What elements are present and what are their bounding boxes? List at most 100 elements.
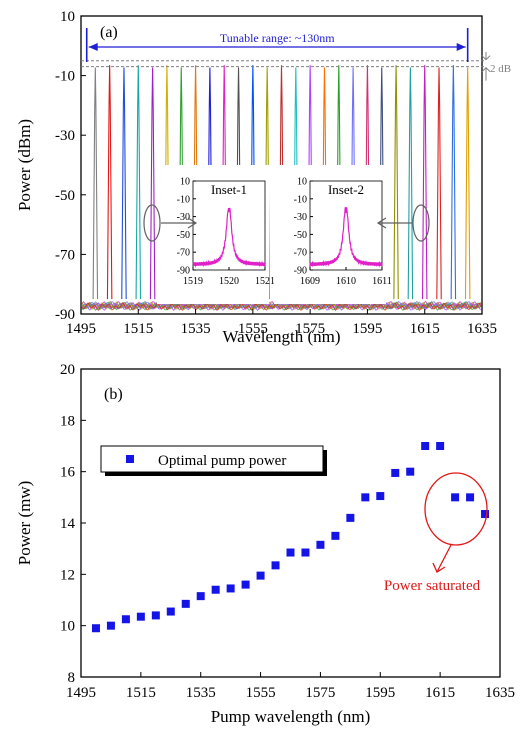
panel-a-label: (a) — [100, 24, 118, 41]
panel-a-xtick-label-1575: 1575 — [295, 321, 325, 337]
inset-1-ytick-label--10: -10 — [177, 194, 190, 205]
inset-1-ytick-label--50: -50 — [177, 230, 190, 241]
panel-a-xtick-label-1535: 1535 — [181, 321, 211, 337]
panel-b-label: (b) — [104, 386, 123, 403]
inset-1-ytick-label--90: -90 — [177, 266, 190, 277]
spectral-peak-1510 — [121, 67, 127, 300]
scatter-point-1545 — [226, 584, 235, 593]
tunable-range-arrowhead-right — [456, 43, 466, 51]
inset-2-title: Inset-2 — [328, 182, 364, 197]
panel-a-xtick-label-1495: 1495 — [66, 321, 96, 337]
scatter-point-1505 — [106, 621, 115, 630]
inset-1-background — [157, 165, 269, 304]
noise-floor-trace-9 — [81, 302, 482, 312]
tunable-range-label: Tunable range: ~130nm — [220, 31, 335, 45]
panel-a-xtick-label-1615: 1615 — [410, 321, 440, 337]
spectral-peak-1630 — [464, 67, 471, 300]
legend-marker — [126, 455, 134, 463]
panel-b-xtick-label-1515: 1515 — [126, 685, 156, 701]
inset-1-ytick-label--30: -30 — [177, 212, 190, 223]
legend-label: Optimal pump power — [158, 453, 286, 469]
saturation-ellipse — [424, 472, 488, 546]
panel-a-xtick-label-1515: 1515 — [123, 321, 153, 337]
inset-2-ytick-label--70: -70 — [294, 248, 307, 259]
inset-2-background — [274, 165, 386, 304]
spectral-peak-1515 — [135, 65, 142, 300]
saturation-arrow — [432, 544, 452, 573]
scatter-point-1560 — [271, 561, 280, 570]
scatter-point-1530 — [181, 599, 190, 608]
inset-2-ytick-label--50: -50 — [294, 230, 307, 241]
spectral-peak-1625 — [450, 65, 457, 300]
scatter-point-1550 — [241, 580, 250, 589]
spectral-peak-1520 — [149, 67, 156, 300]
inset-2-ytick-label--30: -30 — [294, 212, 307, 223]
panel-b-ylabel: Power (mw) — [15, 481, 34, 566]
panel-b-ytick-label-20: 20 — [60, 362, 75, 378]
inset-1-callout-arrow — [161, 217, 198, 229]
scatter-point-1510 — [121, 615, 130, 624]
panel-a-ytick-label--90: -90 — [55, 307, 75, 323]
panel-b-xtick-label-1555: 1555 — [246, 685, 276, 701]
panel-a-ytick-label--30: -30 — [55, 128, 75, 144]
spectral-peak-1505 — [106, 65, 113, 300]
spectral-peak-1610 — [407, 67, 414, 300]
inset-2-callout-ellipse — [412, 204, 430, 242]
scatter-point-1515 — [136, 612, 145, 621]
scatter-point-1580 — [331, 531, 340, 540]
scatter-point-1630 — [481, 510, 490, 519]
scatter-point-1590 — [361, 493, 370, 502]
scatter-point-1525 — [166, 607, 175, 616]
inset-1-ytick-label--70: -70 — [177, 248, 190, 259]
inset-2-callout-arrow — [376, 217, 412, 229]
flatness-label: 2 dB — [490, 63, 511, 75]
legend-box — [100, 445, 324, 473]
scatter-point-1540 — [211, 585, 220, 594]
panel-b-ytick-label-16: 16 — [60, 465, 76, 481]
flatness-arrow-up — [481, 66, 491, 81]
panel-b-frame — [80, 368, 501, 678]
saturation-label: Power saturated — [384, 578, 481, 594]
scatter-point-1575 — [316, 540, 325, 549]
spectral-peak-1620 — [436, 67, 442, 300]
inset-2-ytick-label-10: 10 — [297, 177, 307, 188]
inset-1-xtick-label-1521: 1521 — [255, 276, 275, 287]
panel-a-ytick-label-10: 10 — [60, 9, 75, 25]
panel-a-ylabel: Power (dBm) — [15, 119, 34, 211]
scatter-point-1615 — [436, 442, 445, 450]
panel-a-xlabel: Wavelength (nm) — [222, 327, 340, 346]
scatter-point-1570 — [301, 548, 310, 557]
scatter-point-1605 — [406, 467, 415, 476]
panel-a-xtick-label-1595: 1595 — [352, 321, 382, 337]
flatness-arrow-down — [481, 52, 491, 61]
inset-2-xtick-label-1611: 1611 — [372, 276, 392, 287]
panel-a-ytick-label--10: -10 — [55, 69, 75, 85]
spectral-peak-1615 — [421, 65, 428, 300]
inset-2-xtick-label-1610: 1610 — [336, 276, 356, 287]
inset-2-xtick-label-1609: 1609 — [300, 276, 320, 287]
inset-1-ytick-label-10: 10 — [180, 177, 190, 188]
spectral-peak-1500 — [92, 67, 99, 300]
panel-b-ytick-label-10: 10 — [60, 619, 75, 635]
panel-b-xtick-label-1535: 1535 — [186, 685, 216, 701]
scatter-point-1600 — [391, 468, 400, 477]
panel-a-frame — [80, 15, 483, 315]
scatter-point-1555 — [256, 571, 265, 580]
panel-a-xtick-label-1635: 1635 — [467, 321, 497, 337]
panel-b-ytick-label-18: 18 — [60, 413, 75, 429]
inset-1-xtick-label-1520: 1520 — [219, 276, 239, 287]
panel-b-xtick-label-1575: 1575 — [305, 685, 335, 701]
panel-b-xtick-label-1495: 1495 — [66, 685, 96, 701]
panel-b-ytick-label-12: 12 — [60, 567, 75, 583]
panel-b-ytick-label-14: 14 — [60, 516, 76, 532]
scatter-point-1500 — [91, 624, 100, 633]
inset-2-trace — [309, 207, 383, 268]
panel-b-ytick-label-8: 8 — [68, 670, 76, 686]
scatter-point-1520 — [151, 611, 160, 620]
scatter-point-1620 — [451, 493, 460, 502]
inset-1-trace — [192, 207, 266, 268]
inset-1-callout-ellipse — [143, 204, 161, 242]
inset-1-title: Inset-1 — [211, 182, 247, 197]
tunable-range-arrowhead-left — [88, 43, 98, 51]
